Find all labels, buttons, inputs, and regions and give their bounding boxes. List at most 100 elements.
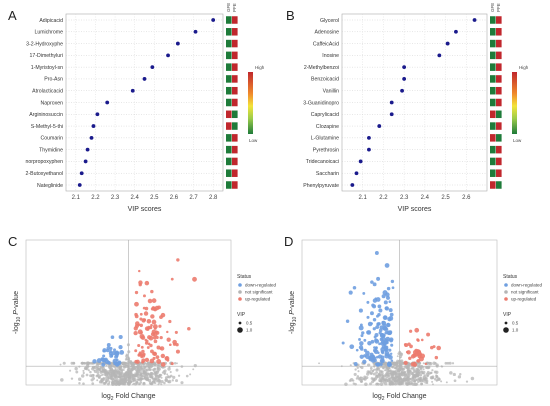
point-not-significant [359, 366, 362, 369]
vip-point [83, 159, 88, 164]
point-up-regulated [176, 258, 180, 262]
point-down-regulated [366, 300, 370, 304]
point-down-regulated [379, 333, 385, 339]
point-not-significant [169, 374, 173, 378]
point-down-regulated [376, 322, 380, 326]
point-down-regulated [382, 342, 387, 346]
point-down-regulated [378, 328, 383, 333]
category-label: CaffeicAcid [313, 41, 339, 47]
point-down-regulated [370, 322, 373, 325]
point-not-significant [139, 381, 143, 384]
point-not-significant [418, 379, 422, 383]
point-not-significant [384, 379, 387, 382]
point-not-significant [396, 355, 399, 358]
point-not-significant [160, 376, 163, 379]
point-not-significant [415, 371, 418, 374]
point-not-significant [108, 380, 111, 383]
point-not-significant [127, 350, 131, 354]
point-not-significant [109, 367, 113, 371]
panel-label: C [8, 234, 17, 249]
point-not-significant [432, 377, 435, 380]
point-up-regulated [147, 325, 151, 330]
point-not-significant [424, 376, 428, 380]
point-down-regulated [358, 338, 361, 341]
point-not-significant [160, 379, 164, 384]
heatmap-cell [226, 63, 232, 71]
point-not-significant [146, 361, 151, 365]
point-not-significant [59, 363, 62, 366]
point-up-regulated [142, 306, 146, 310]
point-up-regulated [134, 301, 139, 307]
point-up-regulated [153, 331, 158, 337]
point-not-significant [149, 373, 152, 377]
vip-point [175, 41, 180, 46]
heatmap-cell [232, 98, 238, 107]
point-not-significant [369, 382, 372, 386]
point-not-significant [387, 370, 390, 373]
legend-size-swatch [237, 327, 243, 333]
heatmap-cell [226, 28, 232, 36]
point-not-significant [354, 368, 357, 371]
point-not-significant [364, 382, 368, 387]
point-down-regulated [116, 361, 121, 366]
point-down-regulated [348, 290, 353, 295]
point-down-regulated [381, 294, 386, 299]
point-up-regulated [403, 360, 408, 366]
category-label: 1-Myristoyl-sn [31, 65, 63, 71]
point-down-regulated [386, 295, 390, 300]
point-up-regulated [170, 362, 174, 366]
point-not-significant [397, 361, 402, 365]
point-not-significant [169, 370, 172, 374]
point-not-significant [140, 364, 143, 367]
point-not-significant [142, 370, 146, 373]
heatmap-cell [226, 39, 232, 48]
point-not-significant [445, 381, 448, 384]
heatmap-cell [232, 39, 238, 48]
point-down-regulated [373, 349, 379, 355]
heatmap-cell [226, 110, 232, 119]
heatmap-cell [496, 16, 502, 24]
legend-label: 0.5 [246, 321, 253, 326]
point-up-regulated [139, 312, 143, 316]
point-not-significant [80, 374, 85, 378]
point-not-significant [394, 382, 397, 386]
point-not-significant [164, 376, 168, 380]
point-down-regulated [372, 318, 377, 322]
point-up-regulated [187, 326, 191, 331]
point-not-significant [97, 376, 101, 379]
point-up-regulated [134, 312, 138, 317]
point-up-regulated [414, 327, 420, 333]
point-not-significant [435, 365, 438, 368]
heatmap-cell [490, 134, 496, 142]
vip-point [400, 88, 404, 93]
point-not-significant [370, 369, 372, 372]
point-not-significant [116, 378, 119, 381]
point-not-significant [434, 361, 437, 365]
point-down-regulated [101, 357, 104, 361]
point-not-significant [135, 374, 139, 377]
point-not-significant [154, 382, 157, 385]
point-not-significant [114, 382, 119, 386]
point-not-significant [357, 370, 360, 373]
point-down-regulated [373, 346, 376, 349]
point-not-significant [122, 368, 125, 372]
point-up-regulated [406, 350, 411, 355]
point-not-significant [470, 376, 475, 381]
heatmap-cell [226, 181, 232, 189]
point-up-regulated [168, 319, 172, 324]
point-down-regulated [345, 319, 350, 323]
point-not-significant [398, 363, 401, 366]
panel-label: B [286, 8, 295, 23]
point-up-regulated [141, 360, 145, 364]
point-down-regulated [370, 339, 375, 344]
point-up-regulated [159, 347, 162, 350]
heatmap-cell [496, 169, 502, 177]
vip-point [130, 88, 135, 93]
point-not-significant [424, 380, 428, 384]
point-down-regulated [374, 251, 379, 255]
point-down-regulated [388, 300, 392, 304]
vip-point [77, 183, 82, 187]
vip-point [402, 65, 407, 70]
legend-label: not significant [511, 290, 539, 295]
point-not-significant [386, 368, 389, 371]
